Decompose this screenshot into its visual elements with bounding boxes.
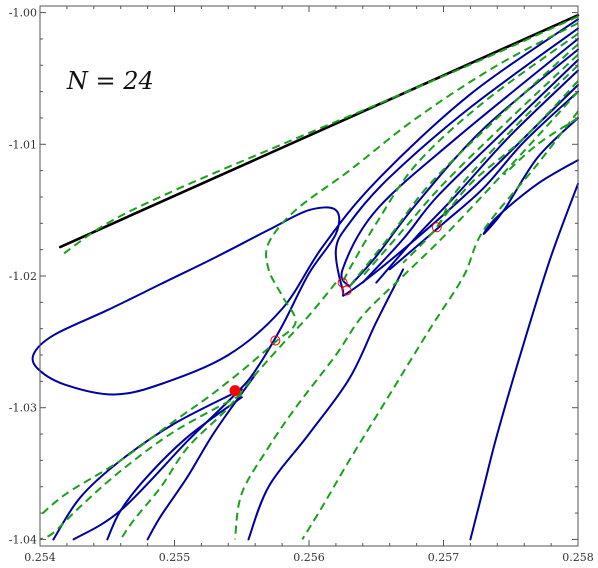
dashed-curve-22 [234,90,579,540]
dashed-curve-17 [348,43,579,288]
axis-ticks: 0.254 0.255 0.256 0.257 0.258 -1.00 -1.01 -1.02… [9,6,594,564]
solid-curve-3 [340,37,579,288]
dashed-curve-24 [119,281,337,540]
x-tick-label: 0.255 [159,551,191,564]
solid-curve-6 [375,69,579,284]
y-tick-label: -1.03 [9,402,37,415]
dashed-curve-25 [39,393,243,541]
dashed-curve-19 [402,64,579,264]
x-tick-label: 0.256 [293,551,325,564]
solid-curve-10 [247,268,405,541]
dashed-curve-23 [301,110,579,540]
open-marker-3 [341,285,352,296]
solid-curve-5 [361,59,579,284]
y-tick-label: -1.00 [9,7,37,20]
solid-curve-9 [469,182,579,541]
annotation-label: N = 24 [66,67,154,95]
y-tick-label: -1.01 [9,138,37,151]
solid-curve-8 [482,117,579,235]
y-tick-label: -1.04 [9,533,37,546]
y-tick-label: -1.02 [9,270,37,283]
dashed-curve-16 [341,32,579,284]
solid-curve-12 [106,396,243,541]
x-tick-label: 0.254 [24,551,56,564]
open-marker-2 [337,277,348,288]
markers-layer [229,222,442,397]
solid-curve-11 [146,373,257,541]
solid-curve-1 [31,18,579,541]
curves-layer [31,13,580,541]
dashed-curve-15 [39,22,579,517]
solid-curve-7 [388,90,579,271]
dashed-curve-20 [436,80,579,228]
filled-marker-0 [229,385,241,397]
x-tick-label: 0.258 [562,551,594,564]
open-marker-1 [270,335,281,346]
dashed-curve-21 [503,117,579,176]
boundary-curve-0 [58,13,580,249]
open-marker-4 [431,222,442,233]
x-tick-label: 0.257 [428,551,460,564]
dashed-curve-18 [362,53,579,277]
